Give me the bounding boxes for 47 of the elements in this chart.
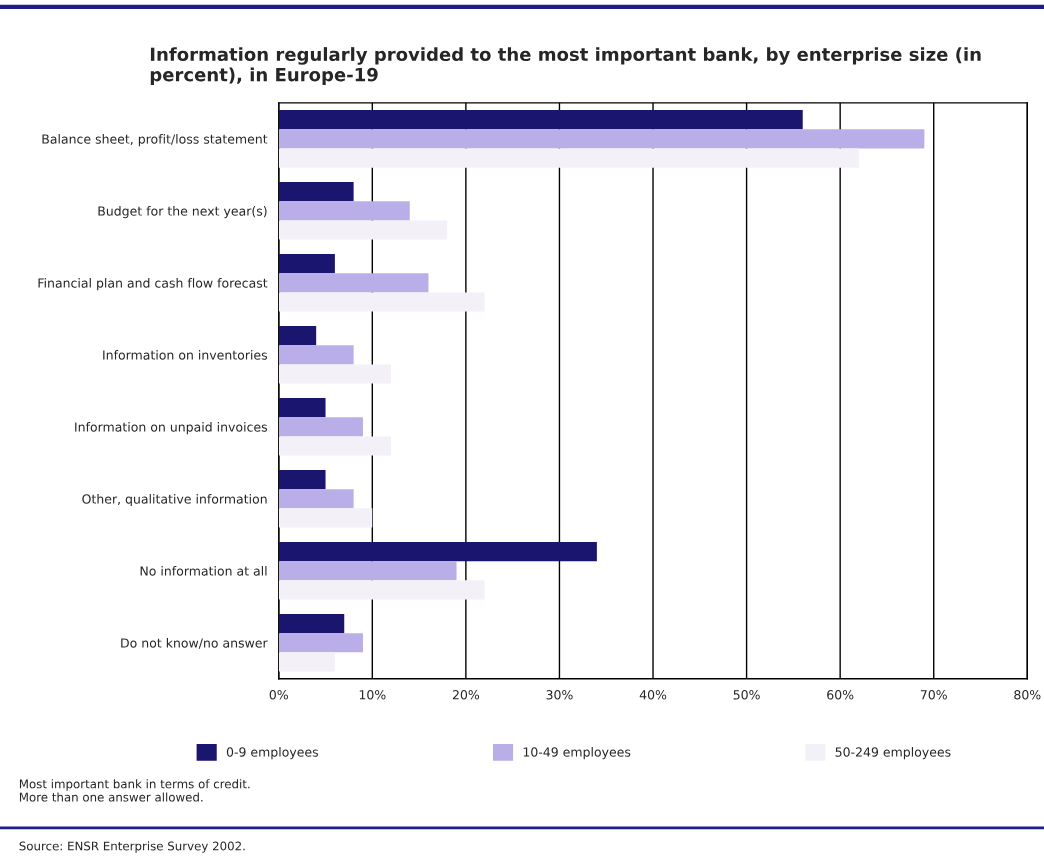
bar	[278, 110, 803, 130]
bar	[278, 345, 354, 365]
y-tick-label: Information on inventories	[103, 350, 268, 360]
x-tick-label: 50%	[733, 690, 760, 700]
y-tick-label: Information on unpaid invoices	[75, 422, 268, 435]
bar	[278, 129, 925, 149]
y-tick-label: No information at all	[140, 566, 267, 576]
bar	[278, 561, 457, 581]
y-tick-label: Balance sheet, profit/loss statement	[42, 134, 268, 147]
x-tick-label: 80%	[1014, 690, 1041, 700]
x-tick-label: 20%	[452, 690, 480, 700]
bar	[278, 254, 335, 274]
text: Most important bank in terms of credit. More than one answer allowed.	[19, 779, 250, 802]
bar	[278, 436, 392, 456]
x-tick-label: 10%	[359, 690, 386, 700]
bar	[278, 201, 410, 221]
x-tick-label: 60%	[827, 690, 854, 700]
source-note: Source: ENSR Enterprise Survey 2002.	[19, 841, 245, 853]
bar	[278, 220, 448, 240]
chart-title: Information regularly provided to the most important bank, by enterprise size (in percent), in Europe-19	[150, 47, 981, 85]
bar	[278, 182, 354, 202]
x-tick-label: 40%	[639, 690, 667, 700]
legend-label: 0-9 employees	[226, 747, 319, 760]
bar	[278, 541, 597, 562]
bar	[278, 148, 859, 168]
legend-label: 50-249 employees	[835, 747, 951, 760]
bar	[278, 326, 317, 346]
y-tick-label: Other, qualitative information	[82, 494, 267, 507]
y-tick-label: Do not know/no answer	[121, 638, 268, 649]
bar	[278, 417, 363, 437]
bar	[278, 580, 485, 600]
y-tick-label: Financial plan and cash flow forecast	[38, 278, 268, 291]
bar	[278, 364, 392, 384]
bar	[278, 273, 429, 293]
x-tick-label: 70%	[920, 690, 947, 700]
bar	[278, 652, 335, 672]
bar	[278, 613, 345, 634]
x-tick-label: 0%	[269, 690, 288, 700]
bar	[278, 633, 363, 653]
legend-label: 10-49 employees	[523, 747, 631, 760]
bar	[278, 489, 354, 509]
x-tick-label: 30%	[546, 690, 573, 700]
bar	[278, 292, 485, 312]
bar	[278, 508, 373, 528]
bar	[278, 397, 326, 418]
y-tick-label: Budget for the next year(s)	[98, 206, 267, 219]
bar	[278, 469, 326, 490]
